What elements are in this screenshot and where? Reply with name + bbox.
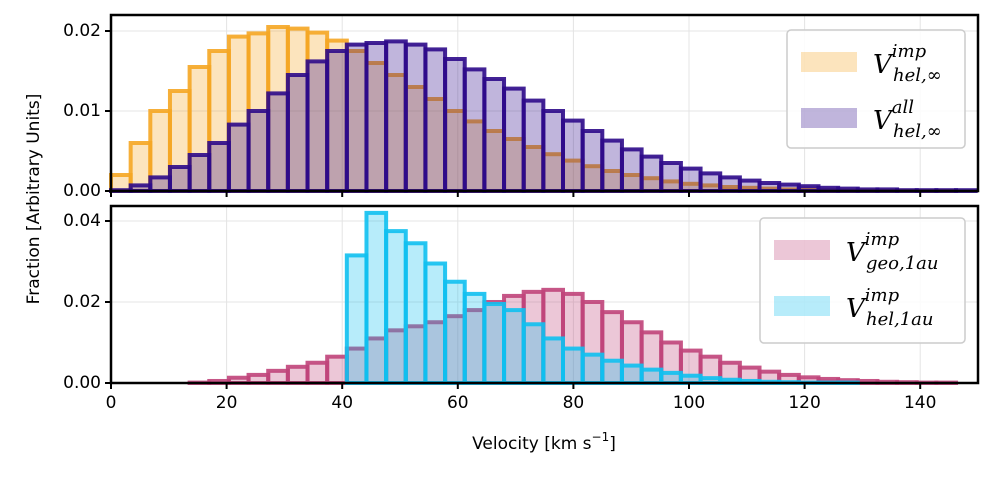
legend-sub: geo,1au [866, 253, 939, 274]
x-tick-label: 0 [106, 393, 117, 413]
legend-swatch [801, 108, 857, 128]
histogram-bar [560, 346, 585, 385]
histogram-bar [148, 175, 172, 193]
histogram-bar [659, 161, 683, 193]
legend-base: V [873, 106, 894, 136]
histogram-bar [600, 138, 624, 194]
legend-sub: hel,1au [866, 309, 934, 330]
x-tick-label: 80 [563, 393, 585, 413]
legend-label: Vall hel,∞ [873, 97, 942, 142]
y-tick-label: 0.01 [63, 101, 101, 121]
histogram-bar [325, 354, 349, 385]
x-label-text: Velocity [km s [472, 434, 592, 454]
histogram-bar [502, 308, 526, 385]
axes-frame [109, 204, 980, 385]
histogram-bar [266, 91, 290, 193]
histogram-bar [443, 57, 467, 193]
histogram-bar [423, 261, 448, 385]
x-label-end: ] [609, 434, 616, 454]
x-tick-label: 100 [673, 393, 705, 413]
histogram-bar [619, 147, 644, 193]
histogram-bar [502, 86, 526, 193]
histogram-bar [364, 41, 389, 193]
histogram-bar [187, 153, 212, 193]
histogram-bar [619, 363, 644, 386]
y-tick-label: 0.02 [63, 21, 101, 41]
legend-base: V [846, 238, 867, 268]
histogram-bar [560, 118, 585, 193]
legend-sup: imp [892, 41, 927, 62]
histogram-bar [305, 360, 330, 386]
legend-sup: imp [865, 229, 900, 250]
histogram-bar [443, 279, 467, 386]
histogram-bar [659, 370, 683, 386]
histogram-bar [285, 364, 310, 385]
legend-swatch [801, 52, 857, 72]
histogram-bar [698, 171, 723, 193]
histogram-bar [384, 229, 408, 385]
histogram-bar [521, 98, 546, 193]
histogram-bar [403, 241, 428, 385]
y-tick-label: 0.00 [63, 181, 101, 201]
y-tick-label: 0.02 [63, 292, 101, 312]
histogram-bar [678, 166, 703, 194]
histogram-bar [226, 122, 251, 193]
legend-swatch [774, 240, 830, 260]
legend-sup: imp [865, 285, 900, 306]
histogram-bar [541, 336, 565, 386]
x-axis-label: Velocity [km s−1] [472, 430, 616, 455]
histogram-bar [344, 42, 369, 193]
y-tick-label: 0.00 [63, 373, 101, 393]
x-tick-label: 20 [216, 393, 238, 413]
x-tick-label: 40 [331, 393, 353, 413]
histogram-bar [541, 109, 565, 193]
histogram-bar [403, 42, 428, 193]
legend-box [786, 29, 966, 149]
x-tick-label: 60 [447, 393, 469, 413]
histogram-bar [246, 109, 271, 193]
x-tick-label: 120 [788, 393, 820, 413]
histogram-bar [285, 73, 310, 193]
legend-sub: hel,∞ [893, 121, 942, 142]
histogram-bar [325, 49, 349, 193]
histogram-bar [639, 367, 664, 386]
histogram-bar [580, 352, 605, 385]
histogram-bar [482, 77, 507, 193]
histogram-bar [167, 165, 192, 193]
histogram-bar [344, 253, 369, 385]
histogram-bar [305, 59, 330, 194]
histogram-bar [639, 154, 664, 194]
histogram-bar [580, 129, 605, 193]
x-tick-label: 140 [904, 393, 936, 413]
axes-frame [109, 13, 980, 193]
legend-label: Vimp geo,1au [846, 229, 939, 274]
histogram-bar [600, 358, 624, 386]
y-axis-label: Fraction [Arbitrary Units] [24, 94, 44, 305]
legend-box [759, 217, 966, 344]
x-label-sup: −1 [592, 430, 610, 444]
legend-base: V [873, 50, 894, 80]
y-tick-label: 0.04 [63, 211, 101, 231]
histogram-bar [364, 210, 389, 385]
legend-label: Vimp hel,1au [846, 285, 934, 330]
histogram-bar [462, 67, 487, 193]
legend-base: V [846, 294, 867, 324]
legend-swatch [774, 296, 830, 316]
histogram-bar [521, 322, 546, 385]
histogram-bar [737, 178, 762, 194]
legend-sup: all [892, 97, 914, 118]
legend-sub: hel,∞ [893, 65, 942, 86]
histogram-bar [266, 368, 290, 385]
histogram-bar [423, 47, 448, 194]
legend-label: Vimp hel,∞ [873, 41, 942, 86]
histogram-bar [718, 175, 742, 193]
histogram-bar [207, 141, 231, 193]
histogram-bar [384, 39, 408, 194]
histogram-bar [462, 291, 487, 386]
histogram-bar [482, 302, 507, 386]
